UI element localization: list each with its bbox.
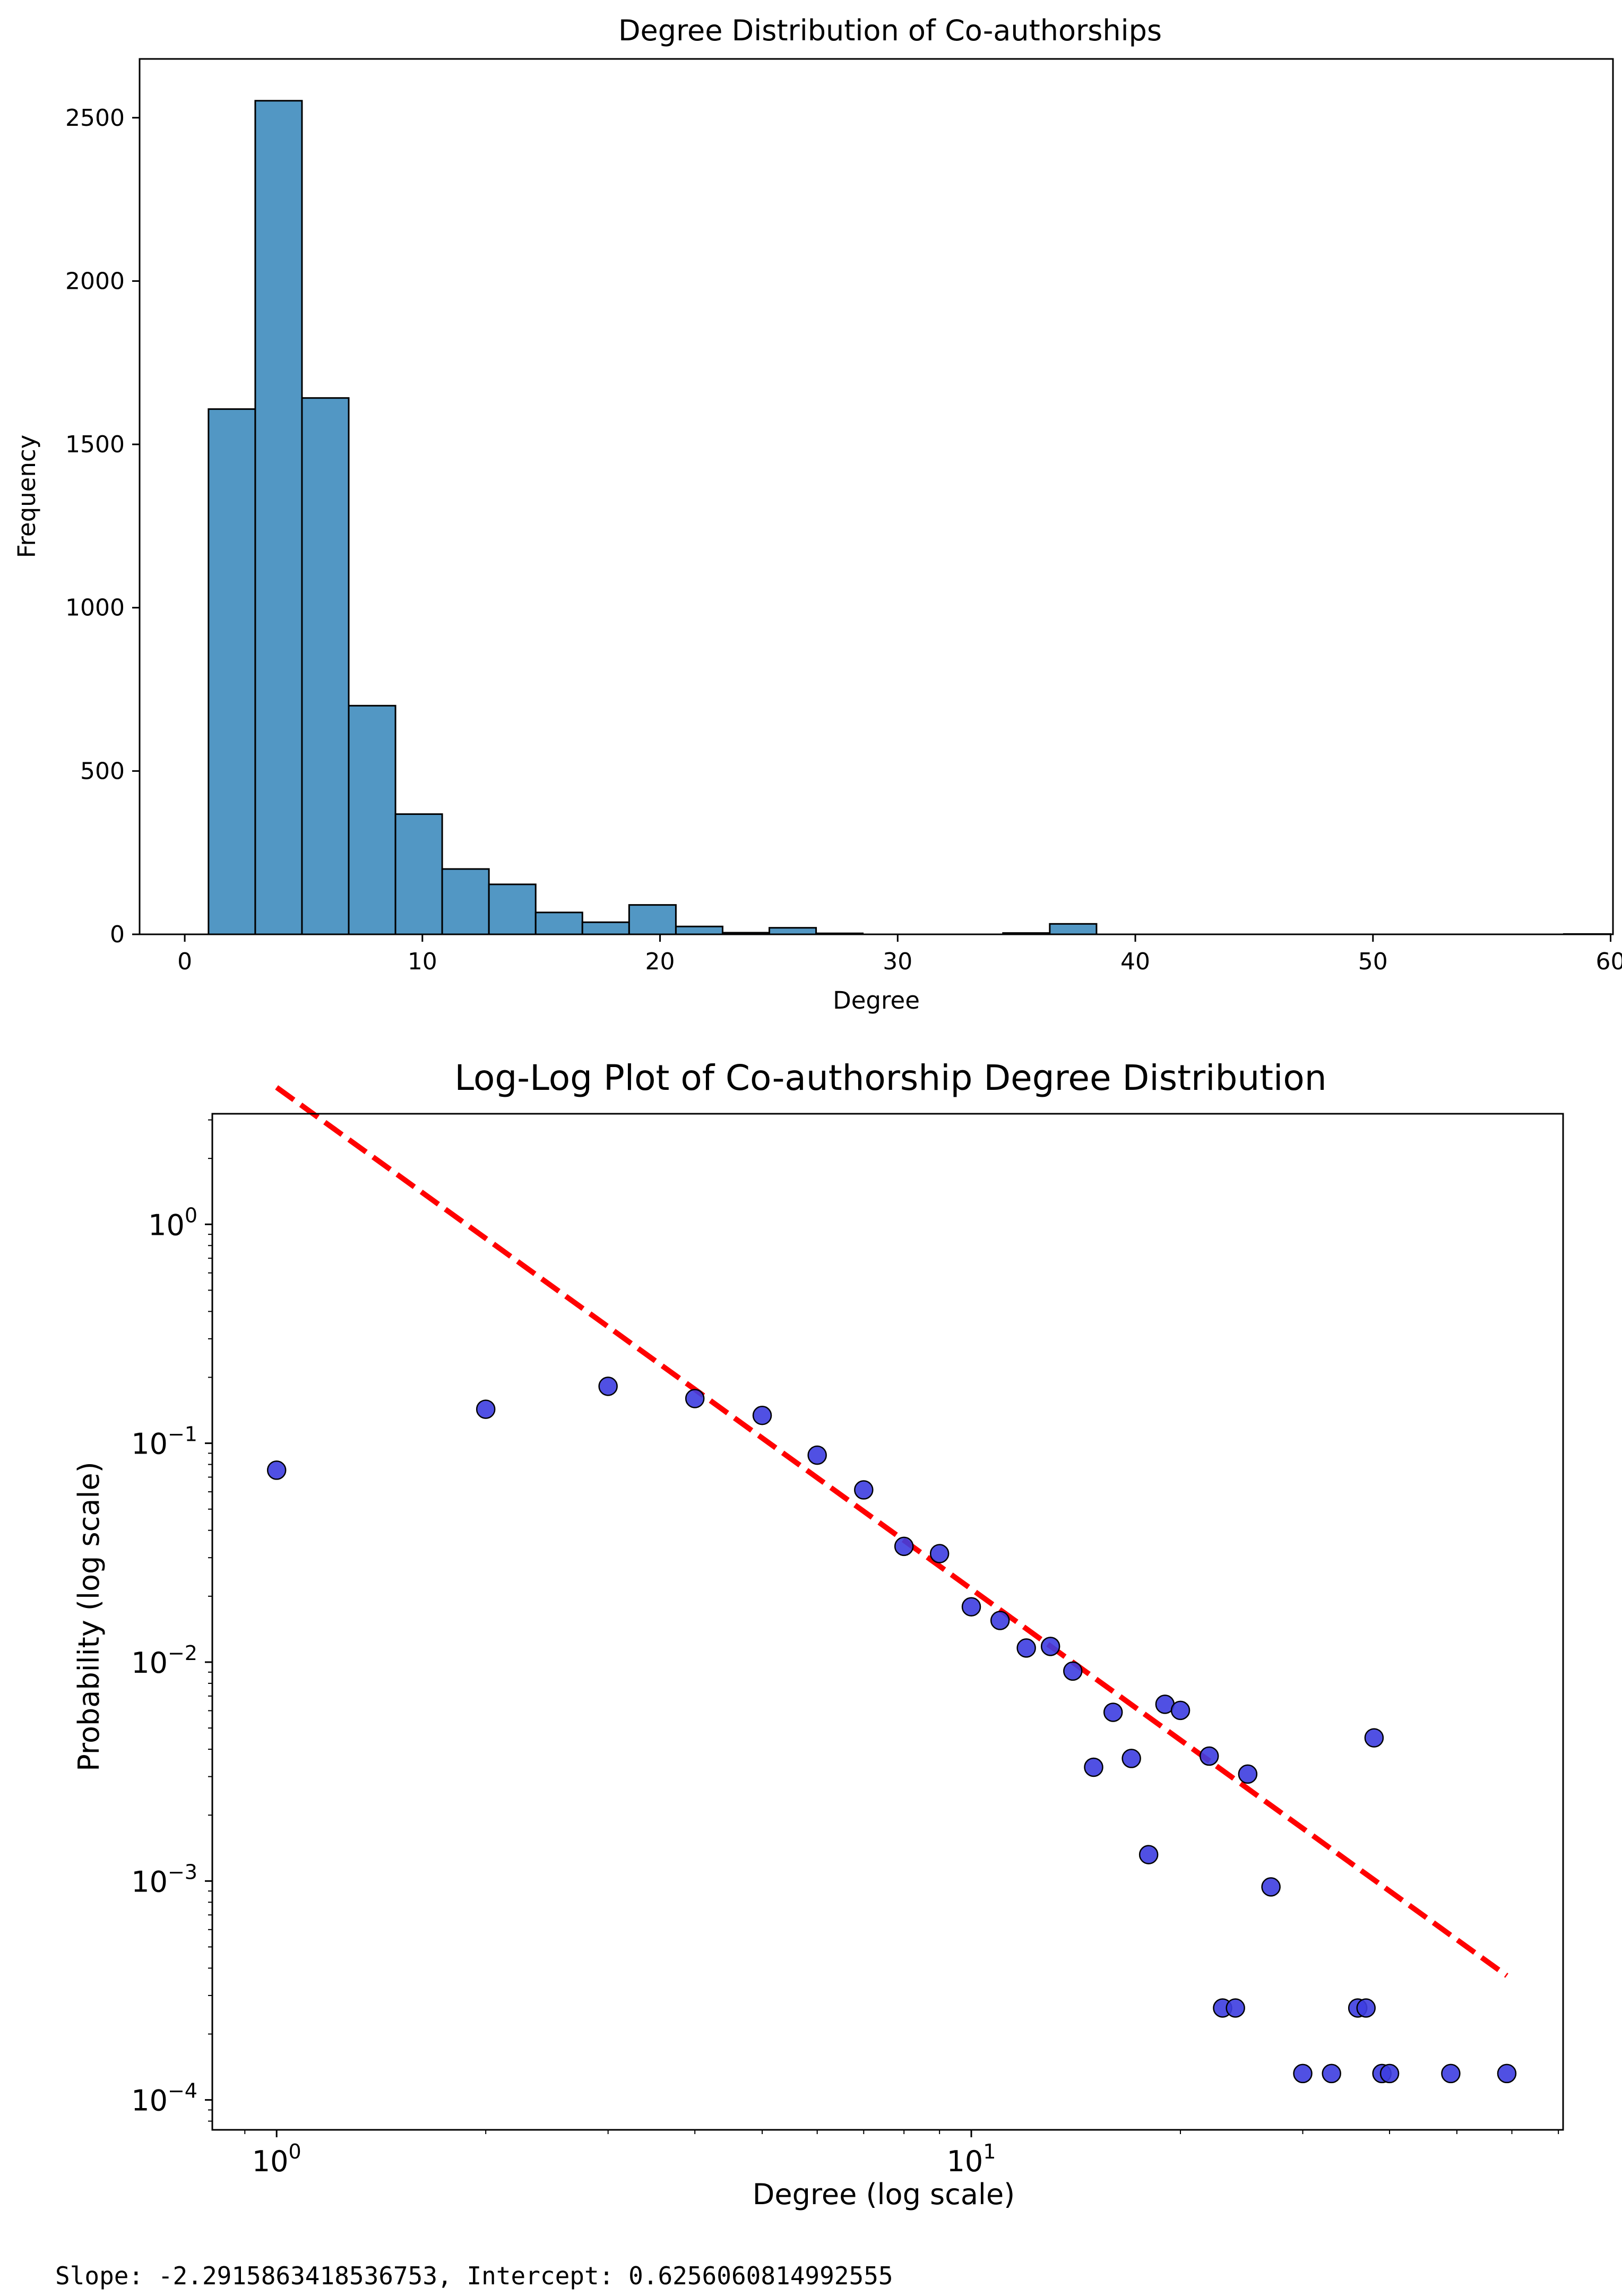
scatter-point [990,1611,1010,1630]
histogram-plot-frame [139,58,1614,935]
histogram-y-tick-label: 1000 [65,595,125,622]
histogram-bar [675,925,723,935]
scatter-point [1497,2063,1517,2084]
histogram-bar [628,904,677,935]
histogram-x-tick-label: 30 [883,948,912,975]
loglog-plot-frame [211,1113,1564,2131]
scatter-point [1199,1746,1219,1766]
histogram-bar [581,921,630,935]
histogram-bar [534,911,583,935]
scatter-point [1356,1998,1376,2018]
scatter-point [476,1399,496,1419]
log-tick-label: 10−1 [131,1423,197,1461]
histogram-x-tick-label: 0 [177,948,192,975]
scatter-point [266,1460,287,1480]
scatter-point [1441,2063,1461,2084]
scatter-point [598,1377,618,1396]
histogram-x-tick-label: 20 [645,948,675,975]
histogram-bar [254,100,303,935]
histogram-bar [769,927,817,935]
scatter-point [1121,1749,1141,1768]
loglog-title: Log-Log Plot of Co-authorship Degree Dis… [454,1057,1326,1098]
histogram-title: Degree Distribution of Co-authorships [618,14,1162,47]
histogram-bar [441,868,490,935]
histogram-x-tick-label: 10 [408,948,437,975]
fit-line [275,1085,1508,1978]
fit-output-text: Slope: -2.2915863418536753, Intercept: 0… [55,2261,893,2290]
loglog-chart: Log-Log Plot of Co-authorship Degree Dis… [72,1057,1564,2211]
scatter-point [854,1480,874,1500]
histogram-bar [1049,923,1098,935]
histogram-bar [208,408,256,935]
log-tick-label: 10−4 [131,2079,197,2118]
histogram-y-tick-label: 2500 [65,105,125,132]
loglog-x-label: Degree (log scale) [753,2178,1015,2211]
log-tick-label: 101 [947,2140,996,2178]
histogram-x-tick-label: 50 [1358,948,1388,975]
scatter-point [1103,1702,1123,1722]
scatter-point [685,1389,705,1408]
histogram-x-tick-label: 40 [1120,948,1150,975]
log-tick-label: 100 [148,1203,197,1242]
histogram-bar [301,397,350,935]
scatter-point [1016,1638,1036,1658]
histogram-bar [348,704,396,935]
scatter-point [929,1544,950,1563]
histogram-bar [488,883,537,935]
scatter-point [1322,2063,1341,2084]
fit-line-group [275,1085,1508,1978]
scatter-point [1293,2063,1313,2084]
scatter-point [1226,1998,1245,2018]
histogram-y-tick-label: 500 [80,758,125,785]
histogram-chart: Degree Distribution of Co-authorships 0 1… [13,14,1622,1014]
scatter-point [1084,1757,1103,1777]
log-tick-label: 100 [252,2140,301,2178]
scatter-point [807,1445,827,1465]
scatter-point [1379,2063,1400,2084]
scatter-point [1138,1845,1159,1864]
scatter-point [752,1405,772,1425]
log-tick-label: 10−2 [131,1641,197,1680]
histogram-x-label: Degree [833,986,920,1014]
loglog-y-ticks: 100 10−1 10−2 10−3 10−4 [131,1119,212,2122]
scatter-point [1238,1764,1258,1784]
scatter-points [266,1377,1517,2084]
histogram-y-label: Frequency [13,435,41,558]
histogram-bar [394,813,443,935]
histogram-x-tick-label: 60 [1596,948,1622,975]
log-tick-label: 10−3 [131,1860,197,1898]
scatter-point [1063,1661,1083,1681]
scatter-point [1170,1700,1190,1721]
loglog-y-label: Probability (log scale) [72,1461,106,1771]
scatter-point [894,1536,914,1557]
histogram-x-ticks: 0 10 20 30 40 50 60 [177,934,1622,975]
histogram-y-tick-label: 2000 [65,268,125,295]
scatter-point [1261,1877,1281,1897]
scatter-point [1040,1637,1060,1656]
loglog-x-ticks: 100 101 [244,2130,1559,2178]
histogram-y-ticks: 0 500 1000 1500 2000 2500 [65,105,140,948]
histogram-y-tick-label: 0 [110,921,125,948]
scatter-point [1364,1728,1384,1748]
scatter-point [961,1597,981,1616]
histogram-y-tick-label: 1500 [65,431,125,458]
histogram-bars [208,100,1612,935]
